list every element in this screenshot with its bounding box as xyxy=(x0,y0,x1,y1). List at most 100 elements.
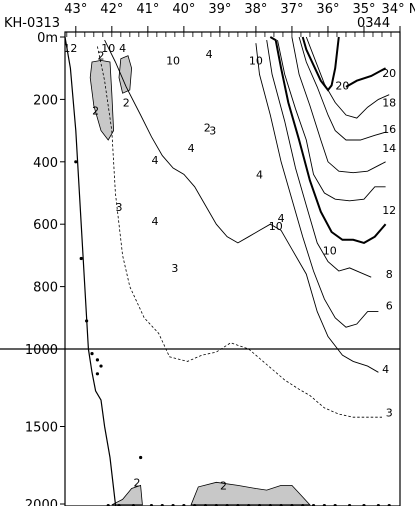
contour-label: 18 xyxy=(382,97,396,110)
sample-point xyxy=(362,503,366,506)
y-tick-label: 1500 xyxy=(25,421,58,436)
contour-label: 14 xyxy=(382,142,396,155)
y-tick-label: 400 xyxy=(33,156,58,171)
x-tick-label: 43° xyxy=(64,2,87,17)
x-tick-label: 39° xyxy=(208,2,231,17)
isoline-18 xyxy=(305,36,390,119)
sample-point xyxy=(139,455,143,460)
sample-point xyxy=(131,503,136,506)
sample-point xyxy=(290,503,294,506)
y-tick-label: 2000 xyxy=(25,498,58,506)
y-tick-label: 0m xyxy=(37,31,58,46)
x-tick-label: 38° xyxy=(244,2,267,17)
isoline-2-shaded xyxy=(89,59,115,141)
sample-point xyxy=(236,503,240,506)
y-tick-label: 200 xyxy=(33,93,58,108)
contour-label: 10 xyxy=(101,42,115,55)
sample-point xyxy=(117,503,121,506)
sample-point xyxy=(95,372,100,376)
contour-label: 4 xyxy=(278,212,285,225)
sample-point xyxy=(376,503,380,506)
sample-point xyxy=(257,503,262,506)
isoline-10 xyxy=(269,36,387,244)
contour-lines xyxy=(97,36,390,418)
contour-label: 2 xyxy=(204,121,211,134)
sample-point xyxy=(387,503,391,506)
contour-label: 3 xyxy=(209,125,216,138)
isoline-3 xyxy=(97,46,382,418)
sample-point xyxy=(214,503,218,506)
station-label-start: KH-0313 xyxy=(4,16,60,31)
isoline-14 xyxy=(291,36,386,174)
sample-point xyxy=(311,503,316,506)
sample-point xyxy=(149,503,154,506)
contour-label: 3 xyxy=(116,201,123,214)
isoline-16 xyxy=(298,36,386,141)
sample-point xyxy=(79,256,83,261)
contour-label: 4 xyxy=(188,142,195,155)
sample-point xyxy=(333,503,337,506)
x-tick-label: 41° xyxy=(136,2,159,17)
sample-point xyxy=(99,364,103,368)
contour-label: 2 xyxy=(98,50,105,63)
isoline-20 xyxy=(345,67,387,88)
contour-label: 2 xyxy=(134,476,141,489)
sample-point xyxy=(85,319,89,323)
isoline-2-shaded xyxy=(118,55,133,94)
sample-point xyxy=(74,160,78,164)
contour-label: 4 xyxy=(206,48,213,61)
sample-point xyxy=(95,358,100,362)
x-tick-label: 37° xyxy=(280,2,303,17)
sample-point xyxy=(182,503,186,506)
contour-label: 6 xyxy=(386,299,393,312)
contour-label: 4 xyxy=(152,154,159,167)
shaded-areas xyxy=(89,55,311,506)
sample-point xyxy=(160,503,164,506)
sample-point xyxy=(347,503,352,506)
sample-point xyxy=(106,503,110,506)
sample-point xyxy=(247,503,251,506)
contour-label: 10 xyxy=(166,54,180,67)
sample-point xyxy=(322,503,326,506)
contour-label: 20 xyxy=(382,67,396,80)
y-axis-ticks: 0m 200 400 600 800 1000 1500 2000 xyxy=(25,31,65,506)
contour-label: 2 xyxy=(123,97,130,110)
contour-label: 10 xyxy=(323,245,337,258)
sample-point xyxy=(193,503,197,506)
contour-label: 3 xyxy=(171,262,178,275)
y-tick-label: 1000 xyxy=(25,343,58,358)
contour-label: 12 xyxy=(382,204,396,217)
x-axis-ticks: 43° 42° 41° 40° 39° 38° 37° 36° 35° 34° N xyxy=(64,2,415,37)
contour-label: 8 xyxy=(386,268,393,281)
plot-frame xyxy=(64,31,401,506)
x-tick-label: 40° xyxy=(172,2,195,17)
y-tick-label: 600 xyxy=(33,218,58,233)
sample-point xyxy=(90,352,94,356)
x-tick-label: 42° xyxy=(100,2,123,17)
contour-label: 2 xyxy=(220,479,227,492)
contour-label: 4 xyxy=(119,42,126,55)
x-tick-label: 34° N xyxy=(382,2,415,17)
sample-point xyxy=(268,503,272,506)
station-label-end: 0344 xyxy=(357,16,390,31)
isoline-12 xyxy=(277,40,386,202)
sample-point xyxy=(301,503,305,506)
contour-label: 10 xyxy=(249,54,263,67)
contour-label: 4 xyxy=(152,215,159,228)
sample-point xyxy=(225,503,229,506)
contour-label: 4 xyxy=(382,363,389,376)
contour-label: 16 xyxy=(382,123,396,136)
sample-points xyxy=(74,160,391,506)
contour-label: 2 xyxy=(92,104,99,117)
x-tick-label: 35° xyxy=(352,2,375,17)
isoline-4 xyxy=(104,39,379,373)
sample-point xyxy=(171,503,175,506)
contour-label: 4 xyxy=(256,168,263,181)
x-tick-label: 36° xyxy=(316,2,339,17)
sample-point xyxy=(203,503,208,506)
contour-label: 20 xyxy=(335,79,349,92)
contour-label: 3 xyxy=(386,407,393,420)
sample-point xyxy=(279,503,283,506)
